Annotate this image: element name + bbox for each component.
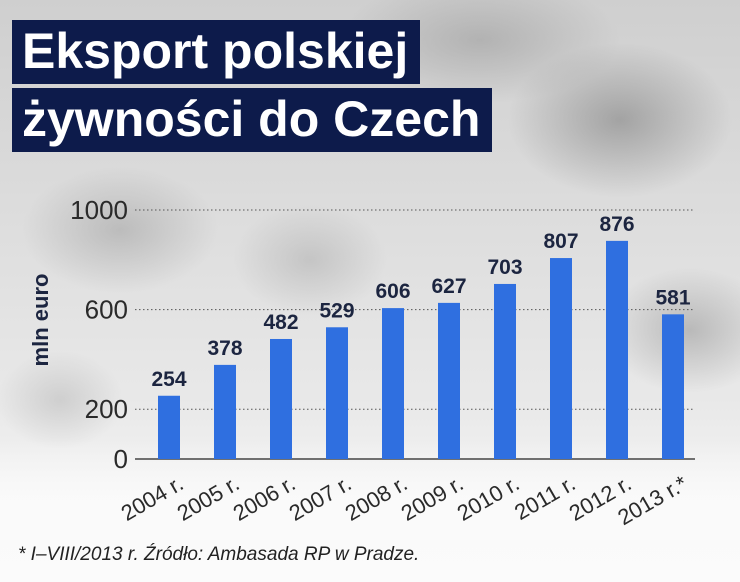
data-label: 581 (655, 286, 690, 309)
x-tick-label: 2011 r. (510, 471, 579, 525)
y-axis-label: mln euro (28, 274, 53, 367)
x-axis-ticks: 2004 r.2005 r.2006 r.2007 r.2008 r.2009 … (117, 470, 692, 530)
y-tick-label: 600 (85, 295, 128, 325)
data-label: 378 (207, 337, 242, 360)
bar (606, 240, 628, 459)
bar (550, 258, 572, 459)
bar (270, 338, 292, 459)
bar (214, 364, 236, 459)
bar (382, 308, 404, 459)
x-tick-label: 2007 r. (285, 471, 356, 526)
bars (158, 240, 684, 459)
value-labels: 254 378 482 529 606 627 703 807 876 581 (151, 213, 690, 391)
data-label: 876 (599, 213, 634, 236)
x-tick-label: 2009 r. (397, 471, 468, 526)
y-tick-label: 200 (85, 394, 128, 424)
bar (494, 283, 516, 459)
data-label: 254 (151, 368, 186, 391)
x-tick-label: 2010 r. (453, 471, 524, 526)
data-label: 807 (543, 230, 578, 253)
bar (438, 302, 460, 459)
data-label: 606 (375, 280, 410, 303)
bar (158, 395, 180, 459)
data-label: 529 (319, 299, 354, 322)
background-fade (0, 440, 740, 582)
data-label: 703 (487, 256, 522, 279)
data-label: 627 (431, 275, 466, 298)
y-tick-label: 0 (114, 444, 128, 474)
x-tick-label: 2006 r. (229, 471, 300, 526)
bar (326, 327, 348, 459)
x-tick-label: 2005 r. (173, 471, 244, 526)
bar (662, 314, 684, 459)
chart-title-line-2: żywności do Czech (12, 88, 493, 152)
data-label: 482 (263, 311, 298, 334)
chart-title-line-1: Eksport polskiej (12, 20, 421, 84)
y-tick-label: 1000 (70, 195, 128, 225)
x-tick-label: 2008 r. (341, 471, 412, 526)
x-tick-label: 2004 r. (117, 471, 188, 526)
y-axis-ticks: 0 200 600 1000 (70, 195, 128, 474)
footnote: * I–VIII/2013 r. Źródło: Ambasada RP w P… (18, 544, 420, 565)
